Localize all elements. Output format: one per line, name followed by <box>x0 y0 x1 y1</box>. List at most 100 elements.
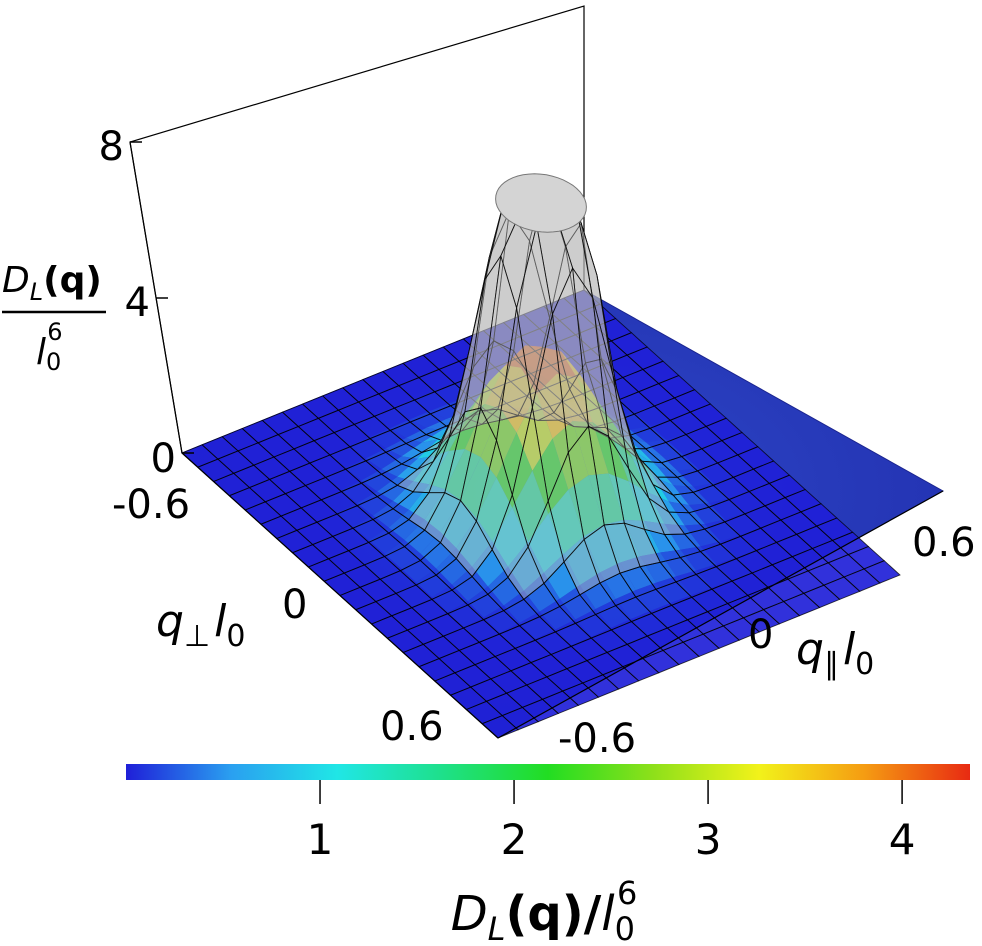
surface-cell <box>555 619 592 646</box>
surface-cell <box>727 595 764 618</box>
surface-cell <box>370 428 406 449</box>
surface-cell <box>562 683 599 706</box>
surface-cell <box>690 404 727 427</box>
surface-cell <box>429 449 465 490</box>
surface-cell <box>543 553 580 599</box>
surface-cell <box>673 485 709 505</box>
surface-cell <box>519 611 556 639</box>
surface-cell <box>769 475 806 498</box>
y-tick-label: -0.6 <box>112 482 190 528</box>
surface-cell <box>566 660 603 683</box>
surface-cell <box>503 590 540 623</box>
surface-cell <box>423 635 460 659</box>
surface-cell <box>823 577 860 600</box>
surface-cell <box>701 440 738 463</box>
x-ticks: 0.6 0 -0.6 <box>558 520 976 762</box>
surface-cell <box>440 500 477 549</box>
surface-cell <box>571 349 607 372</box>
surface-cell <box>760 519 797 543</box>
surface-cell <box>706 418 742 441</box>
surface-cell <box>643 650 679 673</box>
surface-cell <box>611 618 648 644</box>
y-ticks: -0.6 0 0.6 <box>112 482 444 750</box>
surface-cell <box>503 314 540 337</box>
surface-cell <box>579 572 616 609</box>
surface-cell <box>281 507 317 531</box>
x-axis-label: q∥l0 <box>796 624 874 682</box>
surface-cell <box>627 347 663 370</box>
surface-cell <box>400 553 437 583</box>
surface-cell <box>508 541 544 591</box>
surface-cell <box>743 609 780 632</box>
surface-cell <box>361 469 398 492</box>
peak-cap <box>495 173 587 233</box>
surface-cell <box>575 609 612 637</box>
surface-cell <box>548 489 585 554</box>
surface-cell <box>655 576 692 603</box>
surface-cell <box>408 484 445 520</box>
surface-cell <box>282 404 319 427</box>
surface-cell <box>587 652 623 675</box>
surface-cell <box>377 476 414 501</box>
y-tick-label: 0.6 <box>380 704 444 750</box>
surface-cell <box>663 642 699 665</box>
surface-cell <box>598 399 635 418</box>
surface-cell <box>776 534 813 557</box>
surface-cell <box>202 436 238 460</box>
surface-cell <box>490 670 527 694</box>
surface-cell <box>249 479 286 502</box>
surface-cell <box>407 621 444 645</box>
surface-cell <box>371 615 408 639</box>
surface-cell <box>640 552 676 583</box>
surface-cell <box>233 465 270 488</box>
surface-cell <box>744 505 781 528</box>
surface-cell <box>328 550 365 573</box>
surface-cell <box>563 290 600 313</box>
surface-cell <box>747 587 784 610</box>
surface-cell <box>611 332 648 356</box>
colorbar-tick-label: 4 <box>889 815 916 864</box>
surface-cell <box>680 546 717 571</box>
surface-cell <box>318 410 355 433</box>
surface-cell <box>355 601 392 624</box>
surface-cell <box>664 523 701 550</box>
surface-cell <box>305 476 342 500</box>
z-tick-label: 0 <box>151 436 176 482</box>
surface-cell <box>365 448 402 470</box>
surface-cell <box>411 597 448 622</box>
z-label-denominator: l <box>36 332 46 373</box>
surface-cell <box>439 361 475 383</box>
surface-cell <box>387 630 424 653</box>
surface-cell <box>385 438 422 457</box>
surface-cell <box>657 466 694 487</box>
colorbar-bar <box>126 764 970 780</box>
surface-cell <box>622 369 659 392</box>
surface-cell <box>546 668 583 692</box>
surface-cell <box>357 491 394 516</box>
surface-cell <box>630 426 666 443</box>
surface-cell <box>301 499 338 522</box>
surface-cell <box>450 687 487 710</box>
surface-cell <box>721 432 758 455</box>
surface-cell <box>447 601 484 628</box>
surface-cell <box>373 501 409 528</box>
surface-cell <box>464 404 501 458</box>
surface-cell <box>348 540 385 564</box>
surface-cell <box>296 521 333 545</box>
surface-cell <box>378 385 415 408</box>
surface-cell <box>542 691 579 714</box>
surface-cell <box>654 397 691 420</box>
surface-cell <box>380 567 417 593</box>
surface-cell <box>505 345 541 368</box>
surface-cell <box>614 412 651 430</box>
surface-cell <box>523 572 560 612</box>
y-axis-label: q⊥l0 <box>156 596 245 654</box>
surface-cell <box>532 438 569 514</box>
surface-cell <box>595 599 632 628</box>
z-label-sub: L <box>30 278 43 306</box>
colorbar-ticks: 1 2 3 4 <box>307 780 916 864</box>
surface-cell <box>686 426 722 448</box>
surface-cell <box>222 428 259 451</box>
surface-cell <box>677 468 714 487</box>
